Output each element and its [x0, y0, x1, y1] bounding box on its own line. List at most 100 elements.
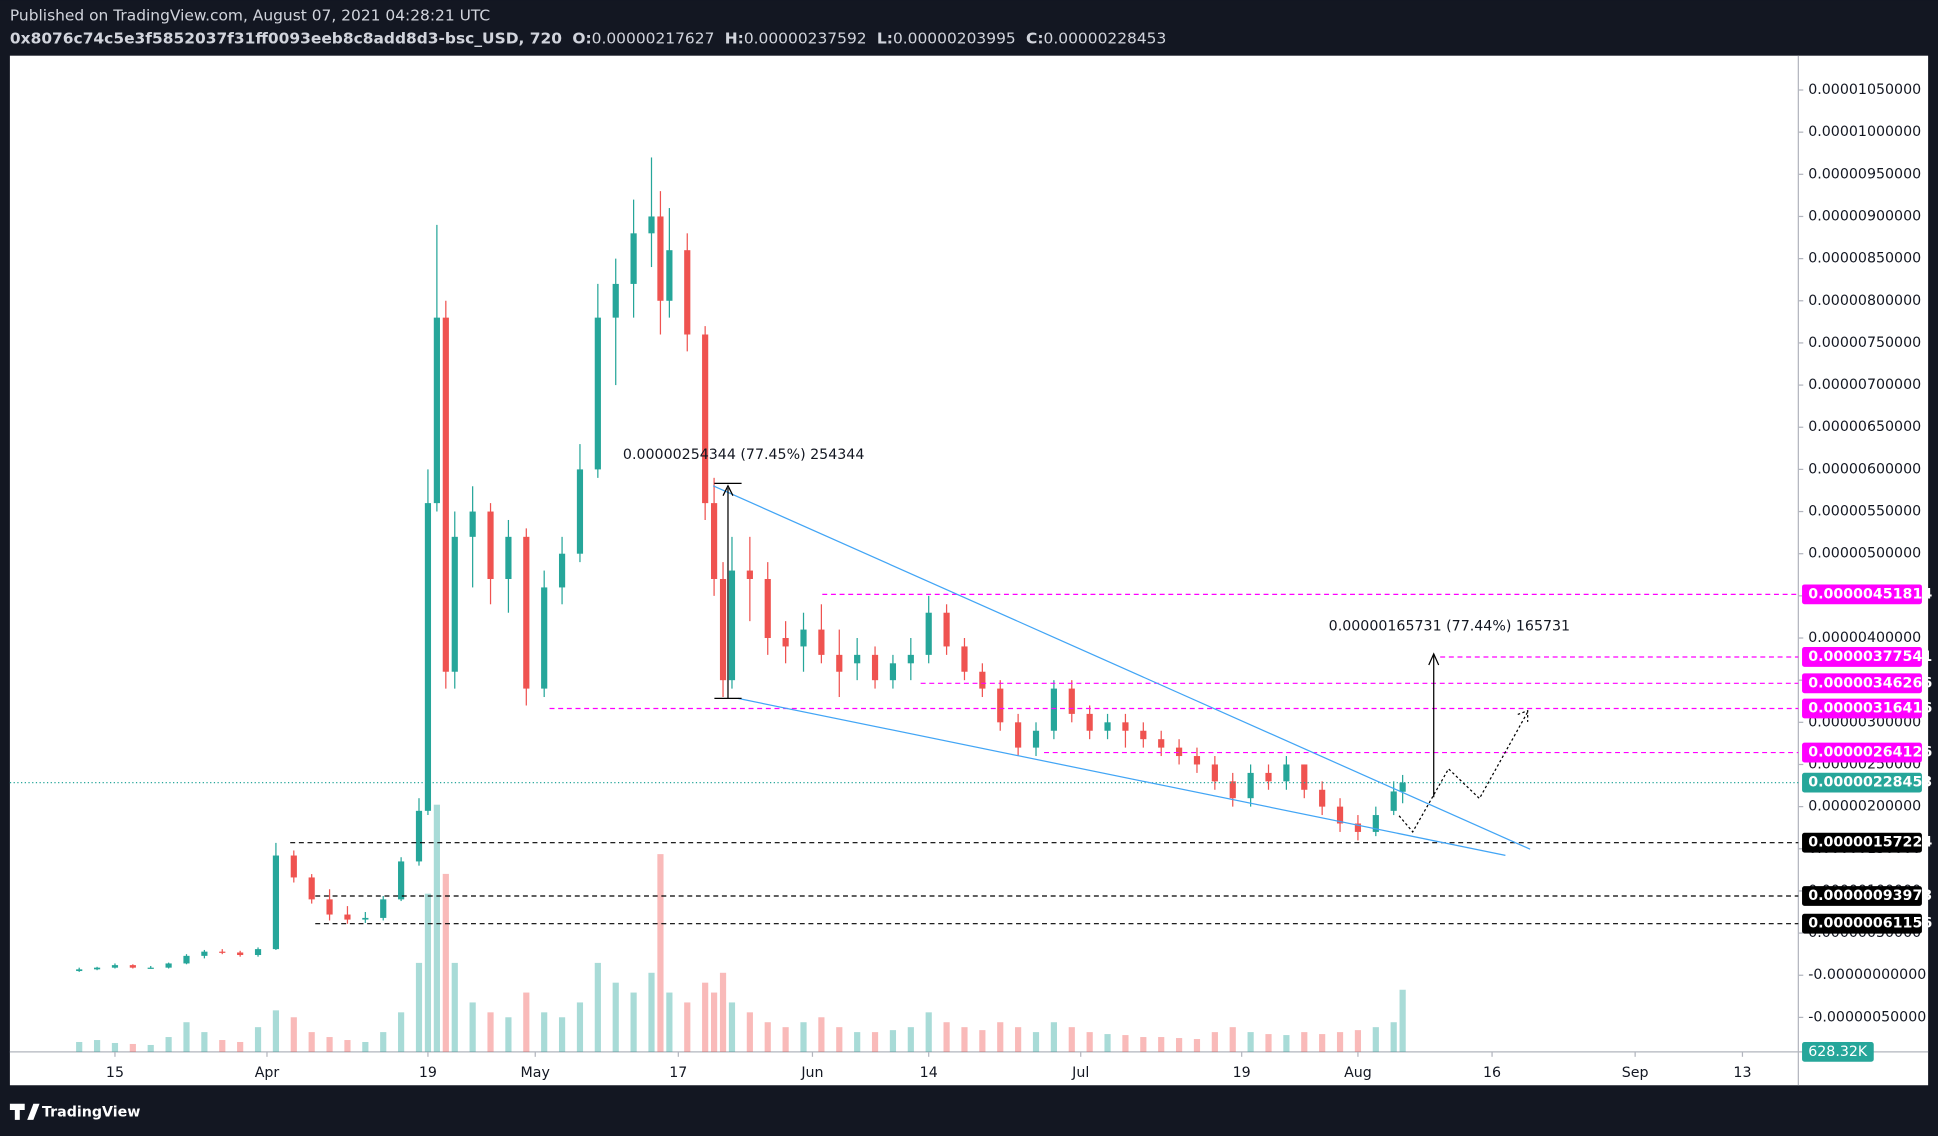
volume-bar [1193, 1039, 1201, 1052]
upper-trendline [712, 485, 1531, 850]
volume-bar [1399, 989, 1406, 1052]
candle-body [1086, 713, 1093, 731]
volume-bar [183, 1022, 190, 1052]
candle-body [523, 536, 530, 689]
level-label: 0.00000451814 [1808, 586, 1932, 602]
y-tick-label: 0.00000200000 [1808, 799, 1921, 815]
lower-trendline [737, 697, 1506, 856]
candle-body [961, 646, 968, 672]
volume-bar [979, 1030, 986, 1052]
level-label: 0.00000377541 [1808, 649, 1932, 665]
y-tick-label: 0.00000400000 [1808, 630, 1921, 646]
volume-bar [433, 804, 440, 1052]
candle-body [1319, 789, 1326, 807]
volume-bar [1265, 1034, 1272, 1052]
candle-body [800, 629, 807, 647]
logo-icon [9, 1103, 40, 1120]
candle-body [1399, 782, 1406, 792]
candle-body [1122, 722, 1129, 731]
candle-body [997, 688, 1004, 723]
candle-body [201, 951, 208, 956]
last-price-label: 0.00000228453 [1808, 775, 1932, 791]
volume-bar [1336, 1032, 1344, 1052]
candle-body [594, 317, 601, 470]
h-prefix: H: [725, 29, 744, 47]
last-price-bg [1802, 772, 1922, 793]
candle-body [1032, 730, 1040, 748]
candle-body [469, 511, 476, 537]
y-tick-label: 0.00001050000 [1808, 82, 1921, 98]
volume-bar [1283, 1035, 1290, 1052]
volume-bar [907, 1027, 914, 1052]
volume-bar [576, 1002, 584, 1052]
volume-bar [1229, 1027, 1236, 1052]
candle-body [1175, 747, 1183, 757]
symbol-line: 0x8076c74c5e3f5852037f31ff0093eeb8c8add8… [10, 29, 1166, 47]
volume-bar [746, 1012, 753, 1052]
candle-body [1050, 688, 1057, 731]
y-tick-label: 0.00000850000 [1808, 251, 1921, 267]
candle-body [719, 578, 727, 681]
volume-bar [398, 1012, 405, 1052]
level-label-bg [1802, 832, 1922, 853]
volume-bar [254, 1027, 262, 1052]
y-tick-label: -0.00000000000 [1808, 967, 1926, 983]
volume-bar [76, 1041, 83, 1052]
volume-bar [219, 1040, 226, 1052]
candle-body [746, 570, 753, 579]
volume-bar [93, 1040, 101, 1052]
candle-body [272, 855, 280, 950]
volume-bar [648, 972, 655, 1052]
volume-bar [961, 1027, 968, 1052]
drawings [712, 482, 1531, 856]
x-tick-label: Jun [800, 1065, 823, 1081]
level-label-bg [1802, 913, 1922, 934]
candle-body [487, 511, 494, 579]
o-prefix: O: [572, 29, 591, 47]
candle-body [129, 965, 136, 968]
volume-bar [836, 1027, 843, 1052]
volume-bar [1104, 1034, 1111, 1052]
level-label-bg [1802, 584, 1922, 605]
candle-body [648, 216, 655, 234]
volume-bar [272, 1010, 280, 1052]
volume-bar [1140, 1037, 1147, 1052]
volume-bar [165, 1037, 172, 1052]
candle-body [76, 969, 83, 972]
volume-label: 628.32K [1808, 1044, 1868, 1060]
candle-body [1158, 739, 1165, 748]
candle-body [1104, 722, 1111, 731]
y-tick-label: 0.00000500000 [1808, 546, 1921, 562]
y-tick-label: 0.00000650000 [1808, 419, 1921, 435]
level-label: 0.00000157224 [1808, 835, 1932, 851]
candle-body [1390, 791, 1397, 811]
x-tick-label: 13 [1733, 1065, 1751, 1081]
volume-bar [871, 1032, 879, 1052]
candle-body [836, 654, 843, 672]
volume-bar [630, 992, 637, 1052]
volume-bar [147, 1044, 154, 1052]
level-label-bg [1802, 673, 1922, 694]
plot: 0.00001050000 0.00001000000 0.00000950000 0… [9, 55, 1932, 1086]
volume-bar [800, 1022, 807, 1052]
volume-bar [1319, 1034, 1326, 1052]
volume-bar [308, 1032, 315, 1052]
y-tick-label: 0.00000550000 [1808, 504, 1921, 520]
candle-body [728, 570, 736, 681]
candle-body [782, 638, 789, 647]
candle-body [1140, 730, 1147, 740]
candle-body [308, 877, 315, 900]
candle-body [979, 671, 986, 689]
candle-body [1301, 764, 1308, 790]
arrow-head [1428, 652, 1440, 666]
candle-body [818, 629, 825, 655]
volume-bar [442, 873, 449, 1052]
brand: TradingView [42, 1104, 140, 1120]
published-line: Published on TradingView.com, August 07,… [10, 7, 490, 25]
candle-body [344, 914, 351, 920]
candle-body [1354, 823, 1362, 832]
candle-body [943, 612, 950, 647]
logo: TradingView [9, 1103, 140, 1120]
chart-pane [9, 55, 1929, 1086]
candle-body [1265, 772, 1272, 782]
